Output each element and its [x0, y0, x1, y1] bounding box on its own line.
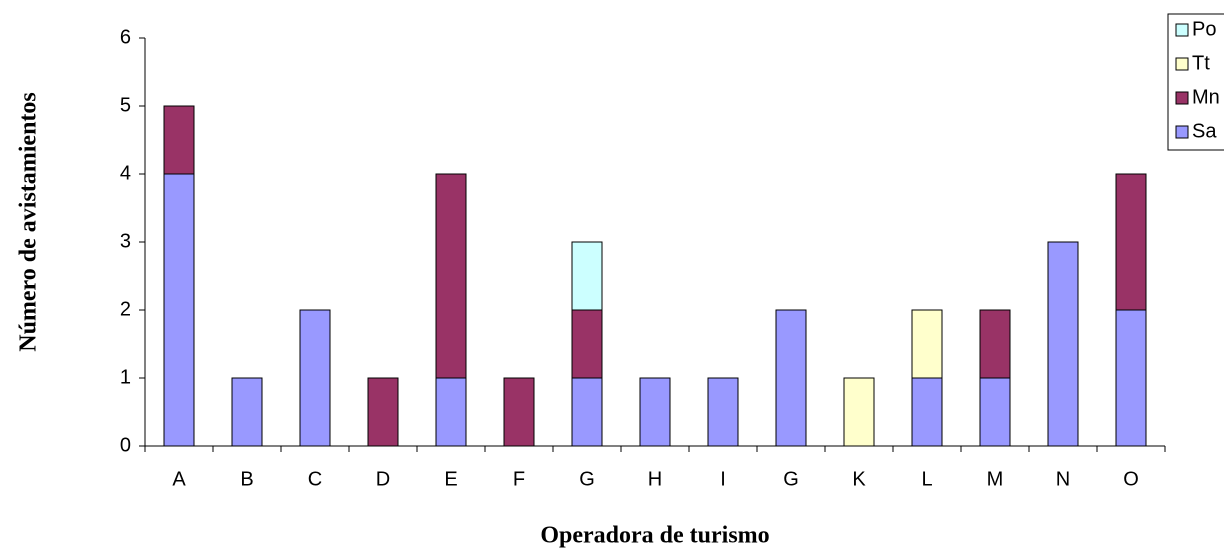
- y-tick-label: 5: [120, 94, 131, 116]
- bar-segment: [571, 309, 603, 379]
- y-tick-label: 0: [120, 434, 131, 456]
- y-tick-label: 2: [120, 298, 131, 320]
- bar-segment: [367, 377, 399, 447]
- legend-swatch: [1175, 23, 1189, 37]
- bar-segment: [503, 377, 535, 447]
- bar-segment: [571, 377, 603, 447]
- y-axis-title: Número de avistamientos: [16, 92, 42, 352]
- legend-label: Tt: [1192, 52, 1210, 74]
- x-tick-label: E: [444, 468, 457, 490]
- bar-segment: [163, 105, 195, 175]
- y-tick-label: 4: [120, 162, 131, 184]
- legend-swatch: [1175, 91, 1189, 105]
- bar-segment: [911, 309, 943, 379]
- bar-segment: [1047, 241, 1079, 447]
- bar-segment: [299, 309, 331, 447]
- x-tick-label: B: [240, 468, 253, 490]
- bar-segment: [707, 377, 739, 447]
- x-tick-label: G: [579, 468, 595, 490]
- legend-swatch: [1175, 57, 1189, 71]
- x-axis-title: Operadora de turismo: [540, 523, 769, 549]
- x-tick-label: M: [987, 468, 1004, 490]
- x-tick-label: A: [172, 468, 186, 490]
- x-tick-label: D: [376, 468, 390, 490]
- x-tick-label: G: [783, 468, 799, 490]
- x-tick-label: N: [1056, 468, 1070, 490]
- bar-segment: [639, 377, 671, 447]
- bar-segment: [775, 309, 807, 447]
- y-tick-label: 3: [120, 230, 131, 252]
- y-tick-label: 1: [120, 366, 131, 388]
- bar-segment: [435, 377, 467, 447]
- x-tick-label: I: [720, 468, 726, 490]
- legend-label: Po: [1192, 18, 1216, 40]
- bar-segment: [979, 377, 1011, 447]
- bar-segment: [1115, 309, 1147, 447]
- legend-label: Mn: [1192, 86, 1220, 108]
- bar-segment: [979, 309, 1011, 379]
- x-tick-label: F: [513, 468, 525, 490]
- bar-segment: [435, 173, 467, 379]
- x-tick-label: O: [1123, 468, 1139, 490]
- y-tick-label: 6: [120, 26, 131, 48]
- x-tick-label: H: [648, 468, 662, 490]
- legend-swatch: [1175, 125, 1189, 139]
- bar-segment: [911, 377, 943, 447]
- bar-segment: [571, 241, 603, 311]
- x-tick-label: C: [308, 468, 322, 490]
- legend-label: Sa: [1192, 120, 1217, 142]
- bar-segment: [843, 377, 875, 447]
- bar-segment: [163, 173, 195, 447]
- x-tick-label: K: [852, 468, 866, 490]
- bar-segment: [231, 377, 263, 447]
- bar-segment: [1115, 173, 1147, 311]
- x-tick-label: L: [921, 468, 932, 490]
